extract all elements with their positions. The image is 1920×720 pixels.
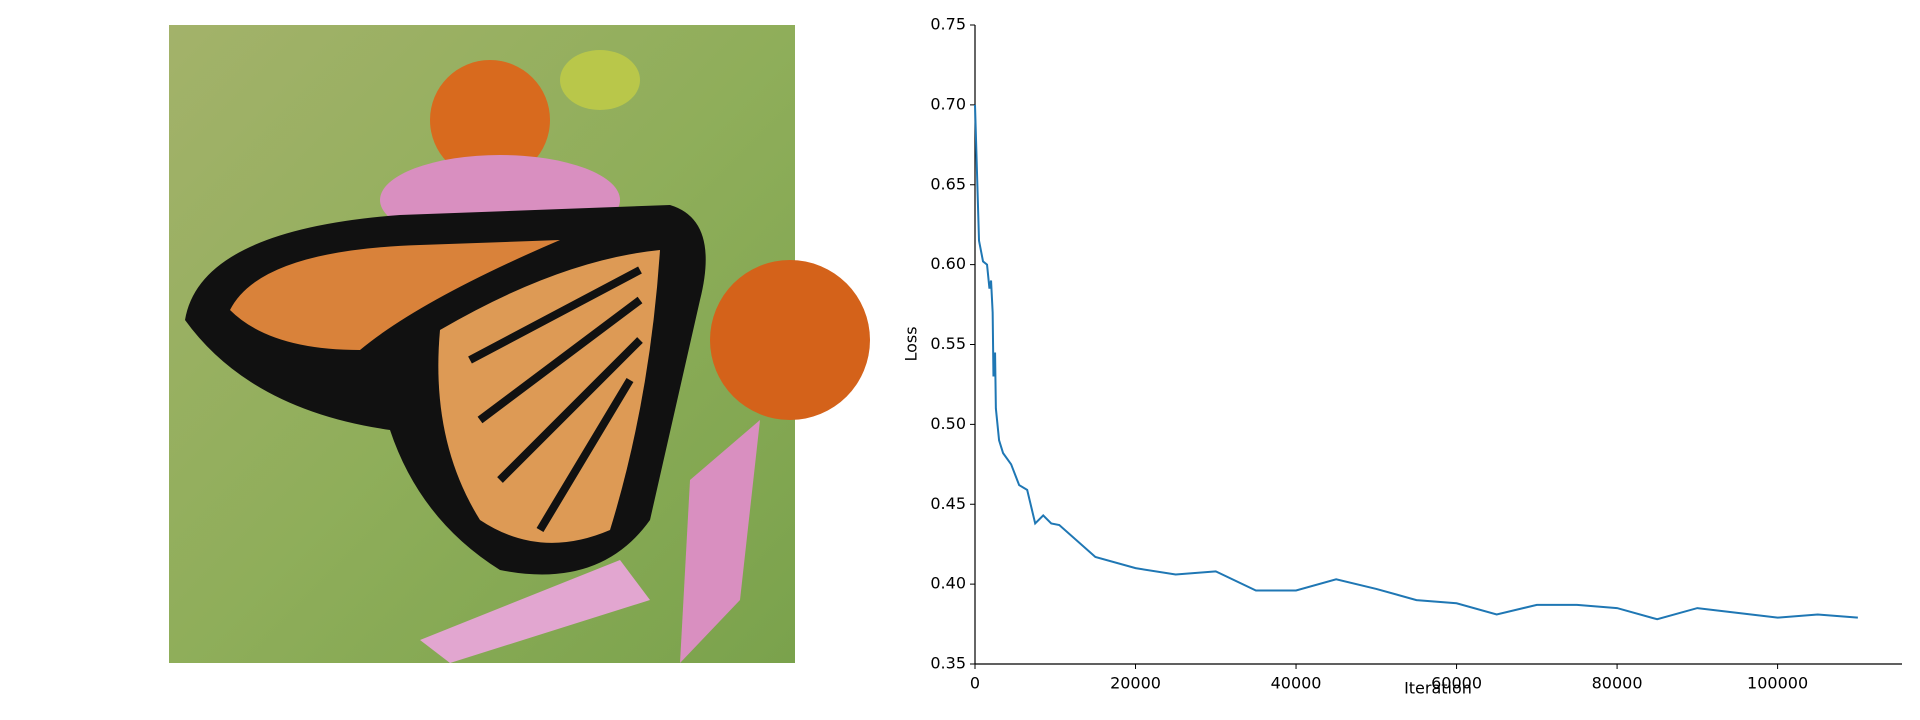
- y-tick-label: 0.75: [930, 15, 966, 34]
- y-axis-label: Loss: [902, 326, 921, 361]
- x-tick-label: 60000: [1431, 674, 1482, 693]
- line-series: [974, 104, 1858, 621]
- plot: Iteration Loss: [902, 326, 1472, 697]
- x-tick-label: 80000: [1592, 674, 1643, 693]
- y-tick-label: 0.40: [930, 574, 966, 593]
- y-tick-label: 0.35: [930, 654, 966, 673]
- x-tick-label: 100000: [1747, 674, 1808, 693]
- y-tick-label: 0.55: [930, 334, 966, 353]
- y-tick-label: 0.60: [930, 254, 966, 273]
- photo: [169, 25, 870, 663]
- x-tick-label: 0: [970, 674, 980, 693]
- y-tick-label: 0.50: [930, 414, 966, 433]
- y-tick-label: 0.70: [930, 94, 966, 113]
- x-axis-label: Iteration: [1404, 679, 1472, 698]
- y-tick-label: 0.45: [930, 494, 966, 513]
- x-tick-label: 20000: [1110, 674, 1161, 693]
- x-tick-label: 40000: [1271, 674, 1322, 693]
- y-tick-label: 0.65: [930, 174, 966, 193]
